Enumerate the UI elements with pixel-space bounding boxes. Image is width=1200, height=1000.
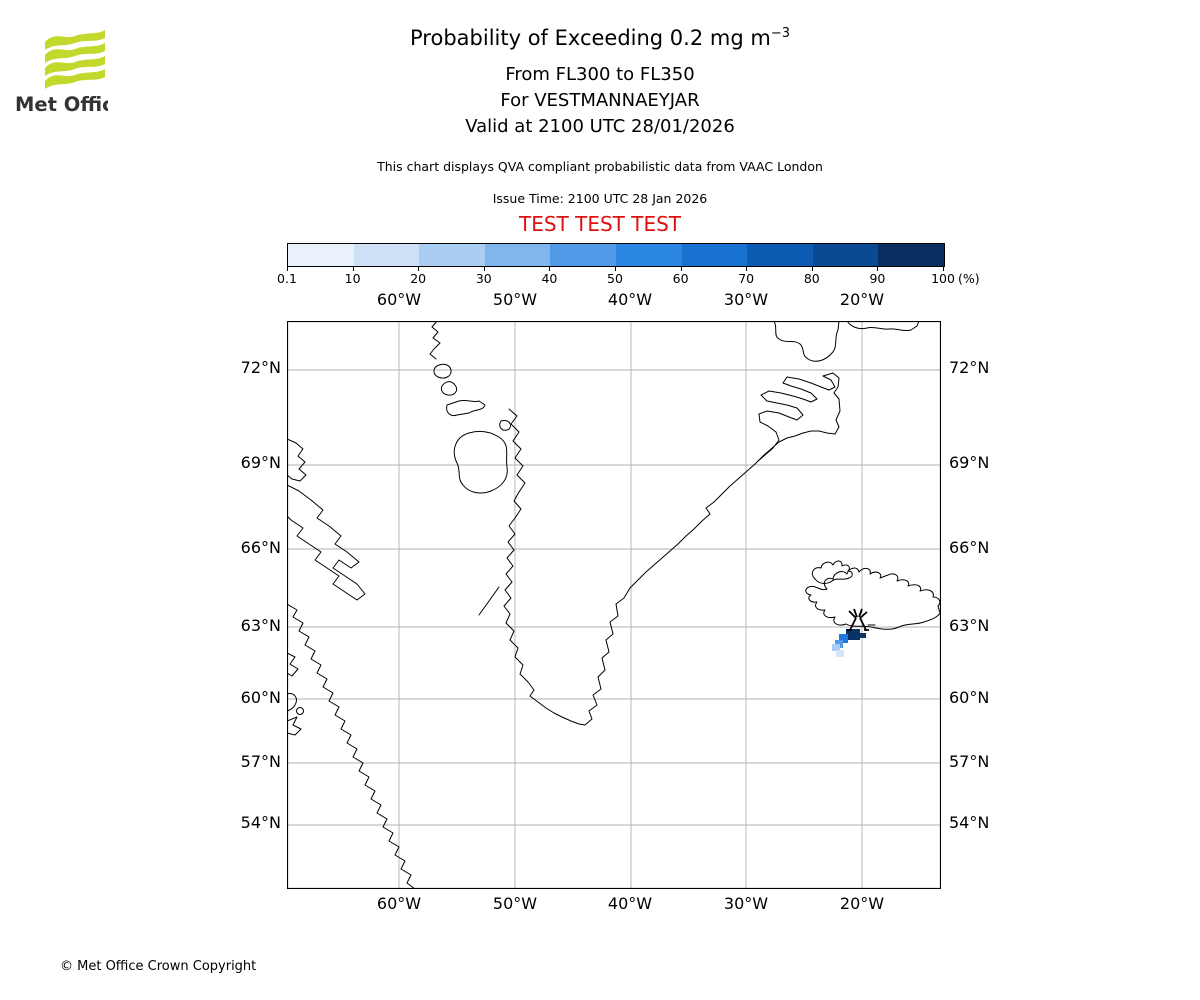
colorbar-tick-label: 60	[672, 271, 689, 286]
ash-cell	[836, 650, 844, 657]
colorbar-segment	[353, 244, 420, 266]
lat-label-right-63n: 63°N	[949, 616, 990, 635]
page-title: Probability of Exceeding 0.2 mg m−3	[410, 26, 790, 50]
copyright-text: © Met Office Crown Copyright	[60, 959, 257, 974]
colorbar-tick-label: 40	[541, 271, 558, 286]
colorbar-tick	[680, 266, 682, 271]
ash-probability-cells	[832, 629, 866, 657]
colorbar-segment	[484, 244, 551, 266]
lon-label-bottom-60w: 60°W	[376, 894, 422, 913]
colorbar-segment	[747, 244, 813, 266]
lon-label-top-40w: 40°W	[607, 290, 653, 309]
colorbar-tick	[352, 266, 354, 271]
coastlines	[287, 321, 941, 889]
met-office-logo: Met Office	[15, 30, 108, 116]
colorbar-tick-label: 90	[869, 271, 886, 286]
lat-label-left-72n: 72°N	[240, 358, 281, 377]
colorbar-segment	[812, 244, 879, 266]
lon-label-bottom-40w: 40°W	[607, 894, 653, 913]
lon-label-top-20w: 20°W	[839, 290, 885, 309]
colorbar-tick-label: 80	[803, 271, 820, 286]
map-panel	[287, 321, 941, 889]
lat-label-right-66n: 66°N	[949, 538, 990, 557]
colorbar-tick	[418, 266, 420, 271]
colorbar-segment	[615, 244, 682, 266]
lat-label-right-57n: 57°N	[949, 752, 990, 771]
subtitle-volcano: For VESTMANNAEYJAR	[500, 90, 700, 111]
title-superscript: −3	[770, 26, 790, 41]
colorbar-segment	[288, 244, 354, 266]
colorbar-tick	[811, 266, 813, 271]
colorbar-tick-label: 50	[607, 271, 623, 286]
lon-label-top-60w: 60°W	[376, 290, 422, 309]
lon-label-bottom-30w: 30°W	[723, 894, 769, 913]
lat-label-right-54n: 54°N	[949, 813, 990, 832]
ash-cell	[860, 633, 866, 638]
colorbar-tick	[549, 266, 551, 271]
logo-text: Met Office	[15, 93, 108, 116]
colorbar-tick-label: 70	[738, 271, 755, 286]
ash-cell	[839, 634, 848, 643]
lon-label-top-50w: 50°W	[492, 290, 538, 309]
issue-time-text: Issue Time: 2100 UTC 28 Jan 2026	[492, 191, 708, 206]
lat-label-left-54n: 54°N	[240, 813, 281, 832]
colorbar-tick-label: 0.1	[277, 271, 297, 286]
map-gridlines	[287, 321, 941, 889]
qva-info-text: This chart displays QVA compliant probab…	[377, 159, 823, 174]
colorbar-tick-label: 100	[931, 271, 955, 286]
colorbar-tick	[943, 266, 944, 271]
lat-label-left-63n: 63°N	[240, 616, 281, 635]
logo-waves-icon	[45, 30, 105, 89]
colorbar-segment	[681, 244, 748, 266]
colorbar-tick-label: 20	[410, 271, 427, 286]
lat-label-left-57n: 57°N	[240, 752, 281, 771]
ash-cell	[832, 644, 840, 651]
colorbar-tick-label: 10	[344, 271, 361, 286]
volcano-marker-icon	[847, 608, 869, 631]
lat-label-right-72n: 72°N	[949, 358, 990, 377]
lon-label-top-30w: 30°W	[723, 290, 769, 309]
colorbar-tick-label: 30	[475, 271, 492, 286]
lat-label-right-60n: 60°N	[949, 688, 990, 707]
colorbar-tick	[615, 266, 616, 271]
lat-label-left-66n: 66°N	[240, 538, 281, 557]
colorbar-tick	[746, 266, 748, 271]
lon-label-bottom-50w: 50°W	[492, 894, 538, 913]
lat-label-right-69n: 69°N	[949, 453, 990, 472]
lon-label-bottom-20w: 20°W	[839, 894, 885, 913]
colorbar-tick	[287, 266, 288, 271]
probability-colorbar	[287, 243, 945, 267]
colorbar-segment	[878, 244, 944, 266]
map-frame	[287, 321, 941, 889]
test-banner: TEST TEST TEST	[518, 212, 681, 236]
colorbar-tick	[483, 266, 485, 271]
colorbar-segment	[550, 244, 616, 266]
ash-cell	[846, 629, 860, 640]
subtitle-flight-levels: From FL300 to FL350	[505, 64, 695, 85]
colorbar-unit-label: (%)	[958, 271, 980, 286]
subtitle-valid-time: Valid at 2100 UTC 28/01/2026	[465, 116, 735, 137]
lat-label-left-60n: 60°N	[240, 688, 281, 707]
lat-label-left-69n: 69°N	[240, 453, 281, 472]
colorbar-tick	[877, 266, 879, 271]
map-canvas	[287, 321, 941, 889]
colorbar-segment	[419, 244, 485, 266]
